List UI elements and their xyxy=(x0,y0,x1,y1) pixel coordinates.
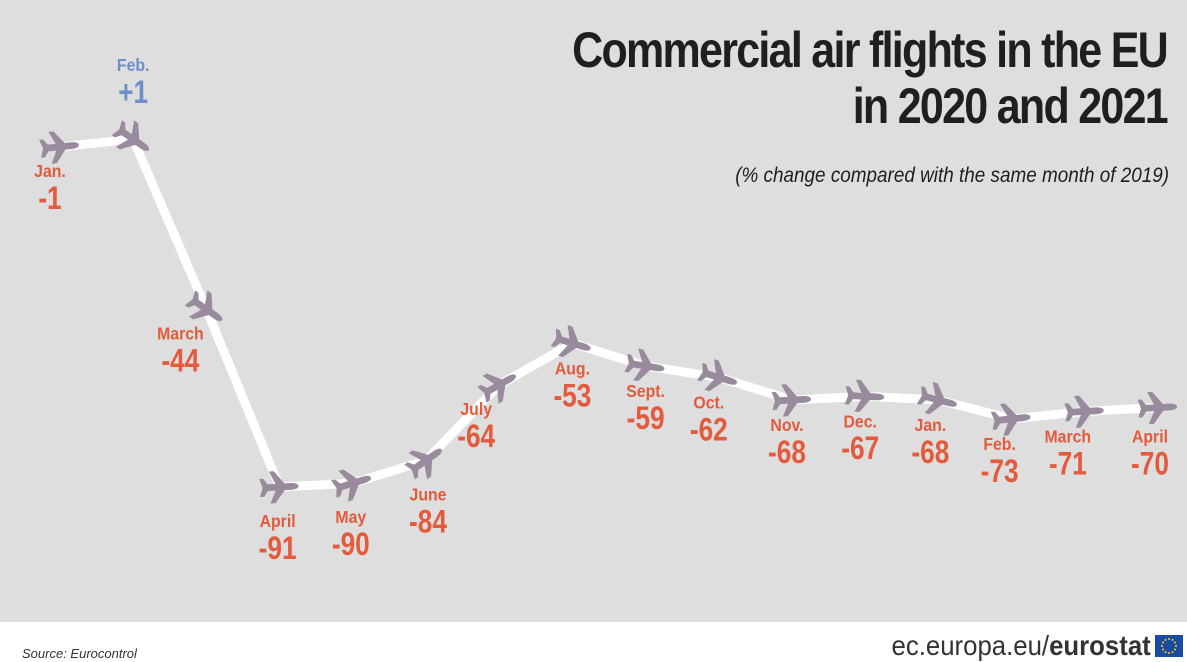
source-note: Source: Eurocontrol xyxy=(22,646,137,661)
data-label: -73 xyxy=(981,455,1019,490)
title-line-2: in 2020 and 2021 xyxy=(852,78,1169,134)
chart-plot: Jan.-1Feb.+1March-44April-91May-90June-8… xyxy=(34,55,1177,567)
data-label: -84 xyxy=(409,505,448,540)
data-label: -68 xyxy=(911,436,949,471)
month-label: Feb. xyxy=(117,55,150,75)
airplane-icon xyxy=(916,382,957,415)
data-label: -68 xyxy=(768,436,806,471)
footer: Source: Eurocontrol ec.europa.eu/eurosta… xyxy=(0,622,1187,662)
data-label: -91 xyxy=(259,532,297,567)
data-label: +1 xyxy=(118,76,148,111)
airplane-icon xyxy=(1137,391,1177,425)
data-label: -44 xyxy=(161,344,200,379)
airplane-icon xyxy=(990,403,1031,436)
chart-title: Commercial air flights in the EU in 2020… xyxy=(548,22,1169,134)
month-label: Sept. xyxy=(626,381,665,401)
airplane-icon xyxy=(844,379,885,413)
title-line-1: Commercial air flights in the EU xyxy=(572,22,1169,78)
month-label: Nov. xyxy=(770,415,803,435)
brand-name: eurostat xyxy=(1049,630,1151,661)
airplane-icon xyxy=(697,359,738,392)
month-label: Feb. xyxy=(983,434,1016,454)
month-label: April xyxy=(260,511,296,531)
airplane-icon xyxy=(111,120,150,151)
chart-subtitle: (% change compared with the same month o… xyxy=(735,164,1169,187)
data-label: -62 xyxy=(690,413,728,448)
month-label: March xyxy=(157,323,204,343)
airplane-icon xyxy=(184,290,223,322)
month-label: Oct. xyxy=(693,392,724,412)
data-label: -90 xyxy=(332,528,370,563)
data-label: -71 xyxy=(1049,447,1087,482)
airplane-icon xyxy=(624,348,665,382)
airplane-icon xyxy=(404,448,442,480)
data-label: -53 xyxy=(553,379,591,414)
month-label: May xyxy=(335,507,366,527)
airplane-icon xyxy=(771,384,811,417)
airplane-icon xyxy=(331,469,372,502)
data-label: -64 xyxy=(457,420,496,455)
data-label: -70 xyxy=(1131,447,1169,482)
airplane-icon xyxy=(550,325,591,358)
month-label: Jan. xyxy=(915,415,947,435)
month-label: Dec. xyxy=(843,411,876,431)
series-line xyxy=(55,134,1163,492)
data-label: -59 xyxy=(627,402,665,437)
data-label: -67 xyxy=(841,432,879,467)
airplane-icon xyxy=(259,471,299,504)
eurostat-link[interactable]: ec.europa.eu/eurostat xyxy=(892,630,1151,662)
month-label: July xyxy=(460,399,492,419)
data-label: -1 xyxy=(38,181,61,216)
airplane-icon xyxy=(39,131,79,164)
month-label: June xyxy=(410,485,447,505)
month-label: Aug. xyxy=(555,358,590,378)
brand-prefix: ec.europa.eu/ xyxy=(891,630,1050,661)
eu-flag-icon xyxy=(1155,635,1183,657)
month-label: April xyxy=(1132,427,1168,447)
airplane-icon xyxy=(477,373,516,404)
chart-panel xyxy=(0,0,1187,622)
month-label: Jan. xyxy=(34,161,66,181)
airplane-icon xyxy=(1064,395,1104,428)
month-label: March xyxy=(1044,426,1091,446)
